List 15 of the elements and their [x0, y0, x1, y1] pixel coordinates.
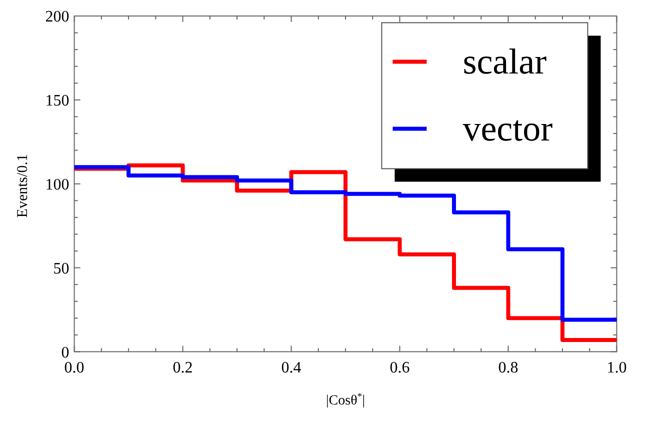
x-tick-label: 1.0	[606, 360, 627, 377]
x-tick-label: 0.0	[64, 360, 84, 377]
legend-label: scalar	[462, 42, 547, 82]
y-axis-title: Events/0.1	[15, 154, 31, 218]
y-tick-label: 200	[45, 8, 70, 26]
x-tick-label: 0.2	[172, 360, 193, 377]
y-tick-label: 50	[53, 260, 70, 278]
y-tick-label: 0	[61, 344, 70, 362]
x-tick-label: 0.6	[390, 360, 410, 377]
y-tick-label: 100	[45, 176, 70, 194]
x-tick-label: 0.4	[281, 360, 302, 377]
y-tick-label: 150	[45, 92, 70, 110]
x-tick-label: 0.8	[498, 360, 518, 377]
legend-label: vector	[462, 108, 553, 149]
x-axis-title: |Cosθ$^{*}$|	[326, 391, 366, 409]
